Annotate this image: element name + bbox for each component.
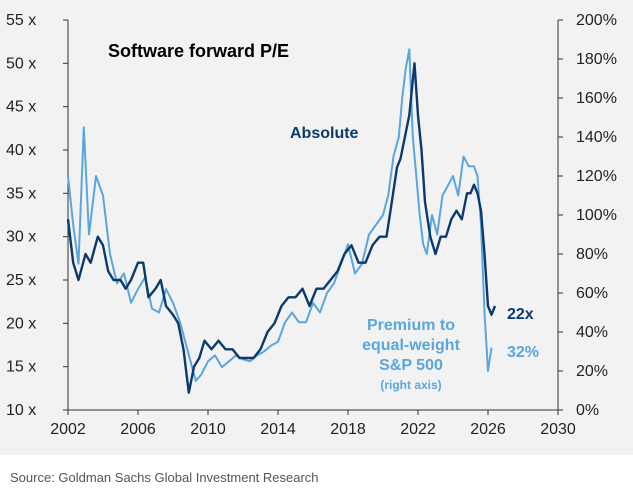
pe-line-chart: 10 x 15 x 20 x 25 x 30 x 35 x 40 x 45 x 50 x 55 x… — [6, 12, 617, 438]
absolute-series-line — [66, 62, 497, 394]
right-tick-label: 160% — [576, 90, 617, 107]
left-tick-label: 50 x — [6, 55, 36, 72]
x-tick-label: 2022 — [400, 421, 436, 438]
chart-title: Software forward P/E — [108, 41, 289, 61]
x-tick-label: 2002 — [50, 421, 86, 438]
left-tick-label: 55 x — [6, 12, 36, 29]
premium-label-line3: S&P 500 — [379, 357, 443, 374]
x-tick-label: 2030 — [540, 421, 576, 438]
left-tick-label: 45 x — [6, 99, 36, 116]
right-tick-label: 40% — [576, 324, 608, 341]
right-tick-label: 20% — [576, 363, 608, 380]
left-tick-label: 40 x — [6, 142, 36, 159]
chart-area — [0, 0, 633, 455]
x-tick-label: 2018 — [330, 421, 366, 438]
left-tick-label: 25 x — [6, 272, 36, 289]
left-tick-label: 35 x — [6, 185, 36, 202]
left-tick-label: 15 x — [6, 359, 36, 376]
right-tick-label: 140% — [576, 129, 617, 146]
x-tick-label: 2026 — [470, 421, 506, 438]
right-tick-label: 60% — [576, 285, 608, 302]
premium-end-label: 32% — [507, 344, 539, 361]
left-tick-label: 20 x — [6, 315, 36, 332]
absolute-end-label: 22x — [507, 306, 534, 323]
right-tick-label: 200% — [576, 12, 617, 29]
left-tick-label: 10 x — [6, 402, 36, 419]
premium-label-line2: equal-weight — [362, 337, 460, 354]
x-tick-label: 2014 — [260, 421, 296, 438]
premium-label-line4: (right axis) — [380, 378, 441, 392]
right-tick-label: 100% — [576, 207, 617, 224]
left-tick-label: 30 x — [6, 229, 36, 246]
right-tick-label: 0% — [576, 402, 599, 419]
right-tick-label: 180% — [576, 51, 617, 68]
x-tick-label: 2010 — [190, 421, 226, 438]
right-tick-label: 120% — [576, 168, 617, 185]
x-tick-label: 2006 — [120, 421, 156, 438]
right-tick-label: 80% — [576, 246, 608, 263]
absolute-label: Absolute — [290, 125, 359, 142]
source-note: Source: Goldman Sachs Global Investment … — [10, 470, 319, 485]
premium-label-line1: Premium to — [367, 317, 455, 334]
